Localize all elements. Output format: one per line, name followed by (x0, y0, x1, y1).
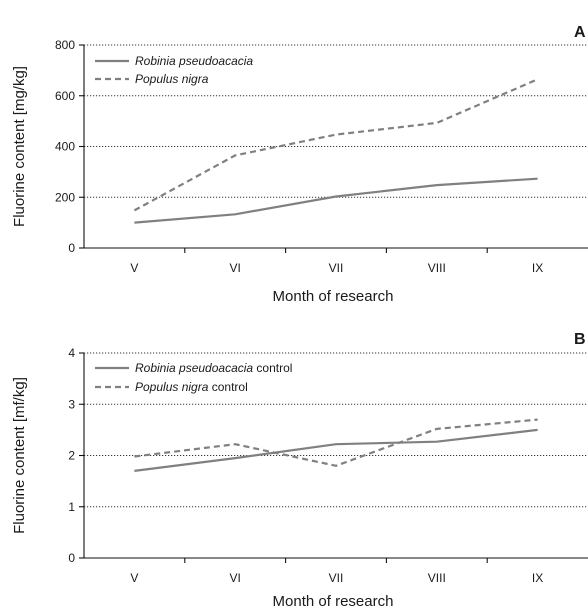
legend-suffix: control (253, 361, 292, 375)
x-tick-label: VI (230, 571, 241, 585)
legend-label: Populus nigra (135, 72, 209, 86)
y-tick-label: 2 (68, 449, 75, 463)
y-tick-label: 1 (68, 500, 75, 514)
chart-panel-b: B 0 1 2 3 4 V VI VII VIII IX Fluorine content [mf/k… (11, 331, 588, 610)
x-tick-label: V (130, 261, 138, 275)
legend-suffix: control (208, 380, 247, 394)
x-axis-title: Month of research (273, 593, 394, 610)
legend-species-name: Robinia pseudoacacia (135, 361, 253, 375)
x-axis-title: Month of research (273, 288, 394, 305)
y-tick-label: 800 (55, 38, 75, 52)
x-tick-label: IX (532, 571, 543, 585)
legend-species-name: Robinia pseudoacacia (135, 54, 253, 68)
x-tick-label: VI (230, 261, 241, 275)
y-tick-label: 3 (68, 397, 75, 411)
chart-panel-a: A 0 200 400 600 800 V VI VII VIII IX Fluorine conte… (11, 24, 588, 305)
y-tick-label: 0 (68, 551, 75, 565)
y-tick-label: 400 (55, 140, 75, 154)
legend-species-name: Populus nigra (135, 380, 209, 394)
series-line-robinia-pseudoacacia (134, 177, 538, 224)
x-tick-label: V (130, 571, 138, 585)
y-tick-label: 600 (55, 89, 75, 103)
series-line-robinia-pseudoacacia (134, 428, 538, 472)
panel-letter: A (574, 24, 586, 41)
legend-label: Robinia pseudoacacia (135, 54, 253, 68)
legend-species-name: Populus nigra (135, 72, 209, 86)
legend: Robinia pseudoacacia Populus nigra (95, 54, 253, 86)
y-tick-label: 0 (68, 241, 75, 255)
x-tick-label: IX (532, 261, 543, 275)
x-tick-label: VII (329, 571, 344, 585)
y-axis-title: Fluorine content [mf/kg] (11, 377, 28, 534)
x-tick-label: VIII (428, 261, 446, 275)
legend-label: Populus nigra control (135, 380, 248, 394)
y-tick-label: 200 (55, 190, 75, 204)
x-tick-label: VII (329, 261, 344, 275)
x-tick-label: VIII (428, 571, 446, 585)
series-line-populus-nigra (134, 418, 538, 467)
y-axis-title: Fluorine content [mg/kg] (11, 66, 28, 227)
series-line-populus-nigra (133, 78, 539, 212)
y-tick-label: 4 (68, 346, 75, 360)
panel-letter: B (574, 331, 586, 348)
legend-label: Robinia pseudoacacia control (135, 361, 292, 375)
